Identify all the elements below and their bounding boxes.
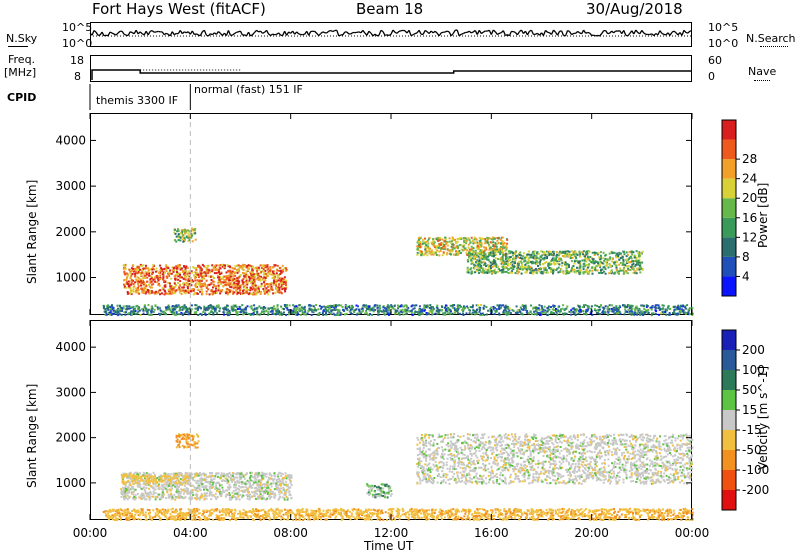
- velocity-ytick-label-3: 4000: [55, 340, 86, 354]
- power-colorbar-tick-label-3: 16: [742, 211, 757, 225]
- xtick-label-2: 08:00: [273, 526, 308, 540]
- velocity-colorbar-tick-label-7: -200: [742, 483, 769, 497]
- power-colorbar-tick-label-1: 8: [742, 250, 750, 264]
- beam-label: Beam 18: [356, 0, 424, 18]
- velocity-region-5: [102, 507, 694, 522]
- date-label: 30/Aug/2018: [586, 0, 683, 18]
- power-colorbar-swatch-1: [722, 256, 736, 277]
- power-region-0: [122, 263, 288, 296]
- power-colorbar-swatch-4: [722, 198, 736, 218]
- power-region-1: [173, 227, 197, 243]
- nave-axis-top: 60: [708, 54, 722, 67]
- power-colorbar-tick-label-0: 4: [742, 269, 750, 283]
- velocity-region-2: [175, 433, 200, 449]
- velocity-colorbar-frame: [721, 329, 737, 511]
- power-ytick-label-0: 1000: [55, 271, 86, 285]
- velocity-colorbar-tick-label-0: 200: [742, 343, 765, 357]
- velocity-colorbar-swatch-2: [722, 370, 736, 390]
- velocity-region-4: [416, 433, 694, 485]
- power-colorbar-swatch-5: [722, 178, 736, 199]
- freq-axis-bottom: 8: [74, 70, 81, 83]
- power-colorbar-swatch-6: [722, 159, 736, 179]
- xtick-label-4: 16:00: [474, 526, 509, 540]
- power-colorbar-tick-label-2: 12: [742, 230, 757, 244]
- noise-axis-top-right: 10^5: [708, 21, 739, 34]
- nsearch-label: N.Search: [746, 32, 796, 45]
- velocity-colorbar-swatch-6: [722, 450, 736, 470]
- cpid-segment-2: normal (fast) 151 IF: [194, 83, 303, 96]
- freq-label: Freq.: [8, 53, 36, 66]
- power-ytick-label-2: 3000: [55, 179, 86, 193]
- freq-axis-top: 18: [70, 54, 84, 67]
- xtick-label-0: 00:00: [73, 526, 108, 540]
- xtick-label-5: 20:00: [574, 526, 609, 540]
- noise-axis-top: 10^5: [62, 21, 93, 34]
- nave-legend-line: [754, 80, 770, 81]
- power-colorbar-swatch-8: [722, 120, 736, 140]
- nsearch-legend-line: [760, 46, 788, 47]
- velocity-colorbar-tick-label-6: -100: [742, 463, 769, 477]
- power-colorbar-tick-label-5: 24: [742, 172, 757, 186]
- velocity-colorbar-swatch-8: [722, 490, 736, 510]
- power-colorbar-swatch-2: [722, 237, 736, 257]
- velocity-colorbar-tick-label-3: 15: [742, 403, 757, 417]
- cpid-segment-1: themis 3300 IF: [96, 94, 179, 107]
- velocity-colorbar-swatch-1: [722, 350, 736, 370]
- noise-axis-bottom-right: 10^0: [708, 37, 739, 50]
- velocity-colorbar-swatch-4: [722, 410, 736, 430]
- freq-unit-label: [MHz]: [4, 66, 37, 79]
- velocity-ytick-label-0: 1000: [55, 476, 86, 490]
- power-region-2: [416, 236, 509, 257]
- power-ytick-label-3: 4000: [55, 133, 86, 147]
- velocity-colorbar-tick-label-5: -50: [742, 443, 762, 457]
- x-axis-title: Time UT: [364, 539, 414, 553]
- nave-label: Nave: [748, 65, 777, 78]
- velocity-region-3: [366, 483, 393, 499]
- power-colorbar-frame: [721, 119, 737, 297]
- velocity-colorbar-tick-label-2: 50: [742, 383, 757, 397]
- velocity-colorbar-swatch-0: [722, 330, 736, 350]
- velocity-colorbar-tick-label-1: 100: [742, 363, 765, 377]
- velocity-ytick-label-2: 3000: [55, 385, 86, 399]
- power-colorbar-swatch-3: [722, 217, 736, 238]
- freq-trace: [91, 69, 692, 80]
- cpid-label: CPID: [7, 91, 37, 104]
- nave-axis-bottom: 0: [708, 70, 715, 83]
- power-region-3: [466, 250, 644, 275]
- velocity-colorbar-swatch-5: [722, 430, 736, 450]
- power-ytick-label-1: 2000: [55, 225, 86, 239]
- power-colorbar-swatch-7: [722, 139, 736, 160]
- velocity-colorbar-tick-label-4: -15: [742, 423, 762, 437]
- nsky-label: N.Sky: [6, 32, 38, 45]
- power-colorbar-tick-label-4: 20: [742, 191, 757, 205]
- power-region-4: [102, 304, 694, 317]
- xtick-label-1: 04:00: [173, 526, 208, 540]
- velocity-region-1: [120, 473, 192, 485]
- power-colorbar-tick-label-6: 28: [742, 152, 757, 166]
- velocity-ytick-label-1: 2000: [55, 431, 86, 445]
- nsky-legend-line: [8, 46, 28, 47]
- power-colorbar-swatch-0: [722, 276, 736, 296]
- velocity-colorbar-swatch-3: [722, 390, 736, 410]
- noise-axis-bottom: 10^0: [62, 37, 93, 50]
- velocity-colorbar-swatch-7: [722, 470, 736, 490]
- xtick-label-6: 00:00: [675, 526, 710, 540]
- freq-panel: [90, 55, 692, 82]
- noise-traces: [89, 29, 693, 37]
- xtick-label-3: 12:00: [374, 526, 409, 540]
- station-title: Fort Hays West (fitACF): [92, 0, 266, 18]
